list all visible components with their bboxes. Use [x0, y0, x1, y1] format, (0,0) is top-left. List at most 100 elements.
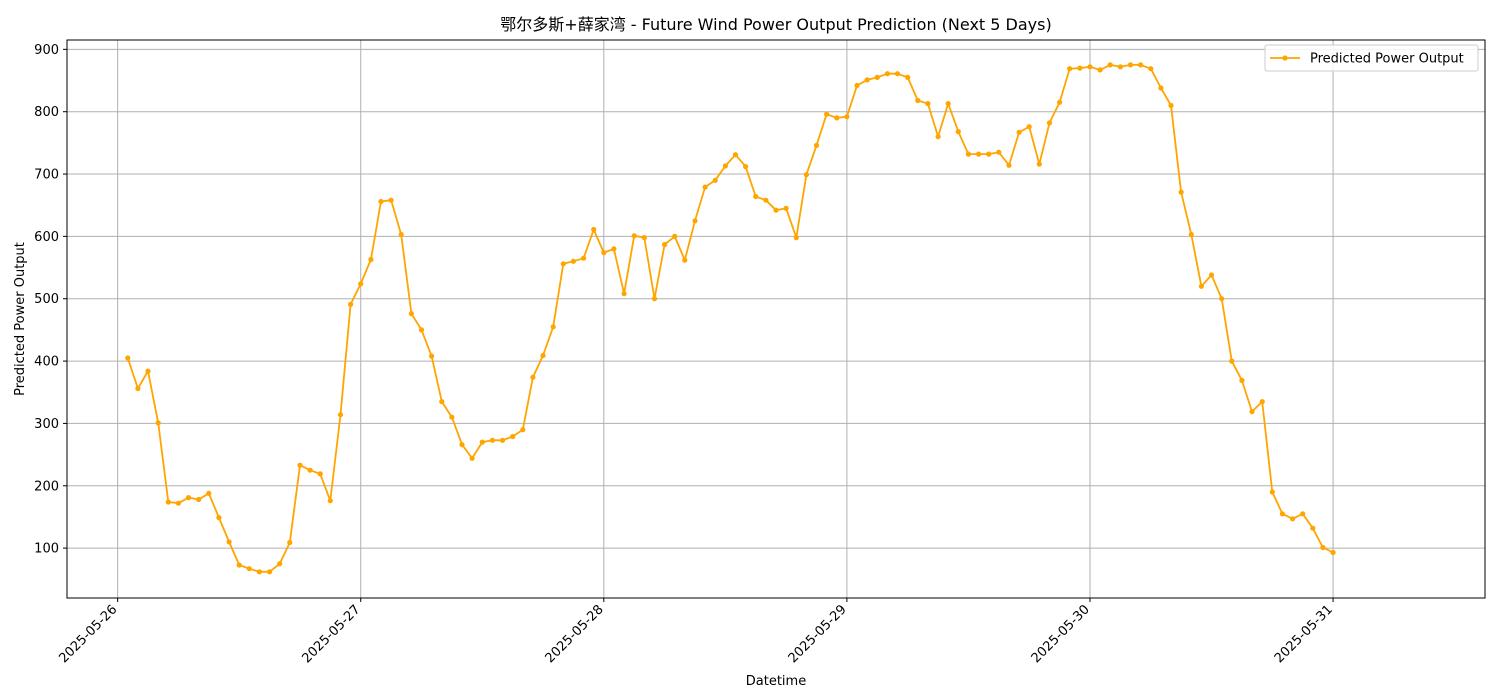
data-point	[884, 71, 891, 77]
data-point	[1006, 162, 1012, 168]
data-point	[783, 205, 789, 211]
legend: Predicted Power Output	[1264, 44, 1479, 72]
legend-swatch-marker	[1282, 55, 1288, 61]
data-point	[1310, 525, 1316, 531]
data-point	[1330, 549, 1336, 556]
data-point	[803, 172, 810, 178]
data-point	[499, 437, 506, 443]
data-point	[773, 207, 779, 213]
data-point	[358, 281, 364, 287]
data-point	[510, 433, 516, 440]
y-tick-label: 800	[34, 105, 59, 120]
data-point	[955, 129, 961, 135]
data-point	[540, 352, 546, 359]
data-point	[631, 233, 637, 239]
series-predicted-power-output	[125, 62, 1336, 575]
data-point	[1138, 62, 1144, 68]
data-point	[834, 115, 840, 121]
data-point	[722, 163, 729, 169]
chart-title: 鄂尔多斯+薛家湾 - Future Wind Power Output Pred…	[500, 15, 1051, 34]
y-tick-label: 500	[34, 292, 59, 307]
grid	[67, 40, 1485, 598]
data-point	[743, 164, 749, 170]
data-point	[236, 562, 242, 568]
data-point	[125, 355, 131, 361]
y-tick-label: 700	[34, 168, 59, 183]
data-point	[307, 467, 313, 473]
legend-box	[1264, 44, 1479, 72]
data-point	[175, 500, 181, 506]
data-point	[1026, 124, 1032, 130]
data-point	[196, 496, 202, 503]
data-point	[965, 151, 972, 157]
data-point	[408, 311, 414, 317]
data-point	[763, 197, 769, 203]
data-point	[1087, 64, 1093, 70]
data-point	[1249, 409, 1255, 415]
data-point	[1219, 296, 1225, 302]
data-point	[1279, 511, 1285, 517]
data-point	[1046, 120, 1053, 126]
data-point	[844, 114, 850, 120]
data-point	[1067, 66, 1073, 72]
data-point	[145, 368, 151, 374]
data-point	[601, 250, 607, 256]
data-point	[945, 101, 951, 107]
data-point	[692, 218, 698, 224]
data-point	[986, 151, 992, 157]
data-point	[1107, 62, 1113, 68]
data-point	[560, 261, 566, 267]
data-point	[1320, 544, 1326, 551]
data-point	[813, 142, 820, 148]
y-tick-label: 100	[34, 542, 59, 557]
data-point	[976, 151, 982, 157]
data-point	[662, 241, 668, 248]
data-point	[520, 427, 526, 433]
data-point	[226, 539, 232, 545]
data-point	[246, 566, 252, 572]
data-point	[611, 246, 617, 252]
data-point	[449, 414, 455, 420]
data-point	[256, 569, 262, 575]
x-axis-label: Datetime	[746, 674, 806, 689]
data-point	[935, 134, 941, 140]
data-point	[388, 197, 394, 203]
data-point	[672, 233, 678, 239]
data-point	[1229, 358, 1235, 364]
data-point	[368, 256, 374, 263]
data-point	[135, 385, 141, 392]
data-point	[925, 101, 931, 107]
data-point	[398, 231, 404, 238]
data-point	[1016, 129, 1022, 135]
data-point	[530, 374, 536, 380]
data-point	[317, 471, 323, 477]
data-point	[621, 291, 627, 297]
y-tick-label: 400	[34, 355, 59, 370]
data-point	[581, 255, 587, 261]
data-point	[185, 495, 192, 501]
data-point	[894, 71, 901, 77]
data-point	[165, 499, 171, 505]
data-point	[641, 235, 647, 241]
y-axis-label: Predicted Power Output	[13, 242, 28, 396]
data-point	[591, 226, 597, 233]
data-point	[1208, 272, 1215, 278]
data-point	[1239, 377, 1245, 383]
data-point	[1077, 65, 1083, 71]
data-point	[753, 193, 759, 200]
data-point	[682, 257, 688, 263]
data-point	[550, 324, 556, 330]
data-point	[824, 111, 830, 117]
data-point	[459, 442, 465, 448]
data-point	[905, 74, 911, 80]
data-point	[348, 301, 354, 307]
data-point	[337, 412, 344, 418]
data-point	[155, 420, 161, 426]
data-point	[793, 235, 799, 241]
data-point	[854, 82, 860, 89]
data-point	[287, 539, 293, 546]
data-point	[1127, 62, 1134, 68]
data-point	[267, 569, 273, 575]
data-point	[1117, 64, 1123, 70]
